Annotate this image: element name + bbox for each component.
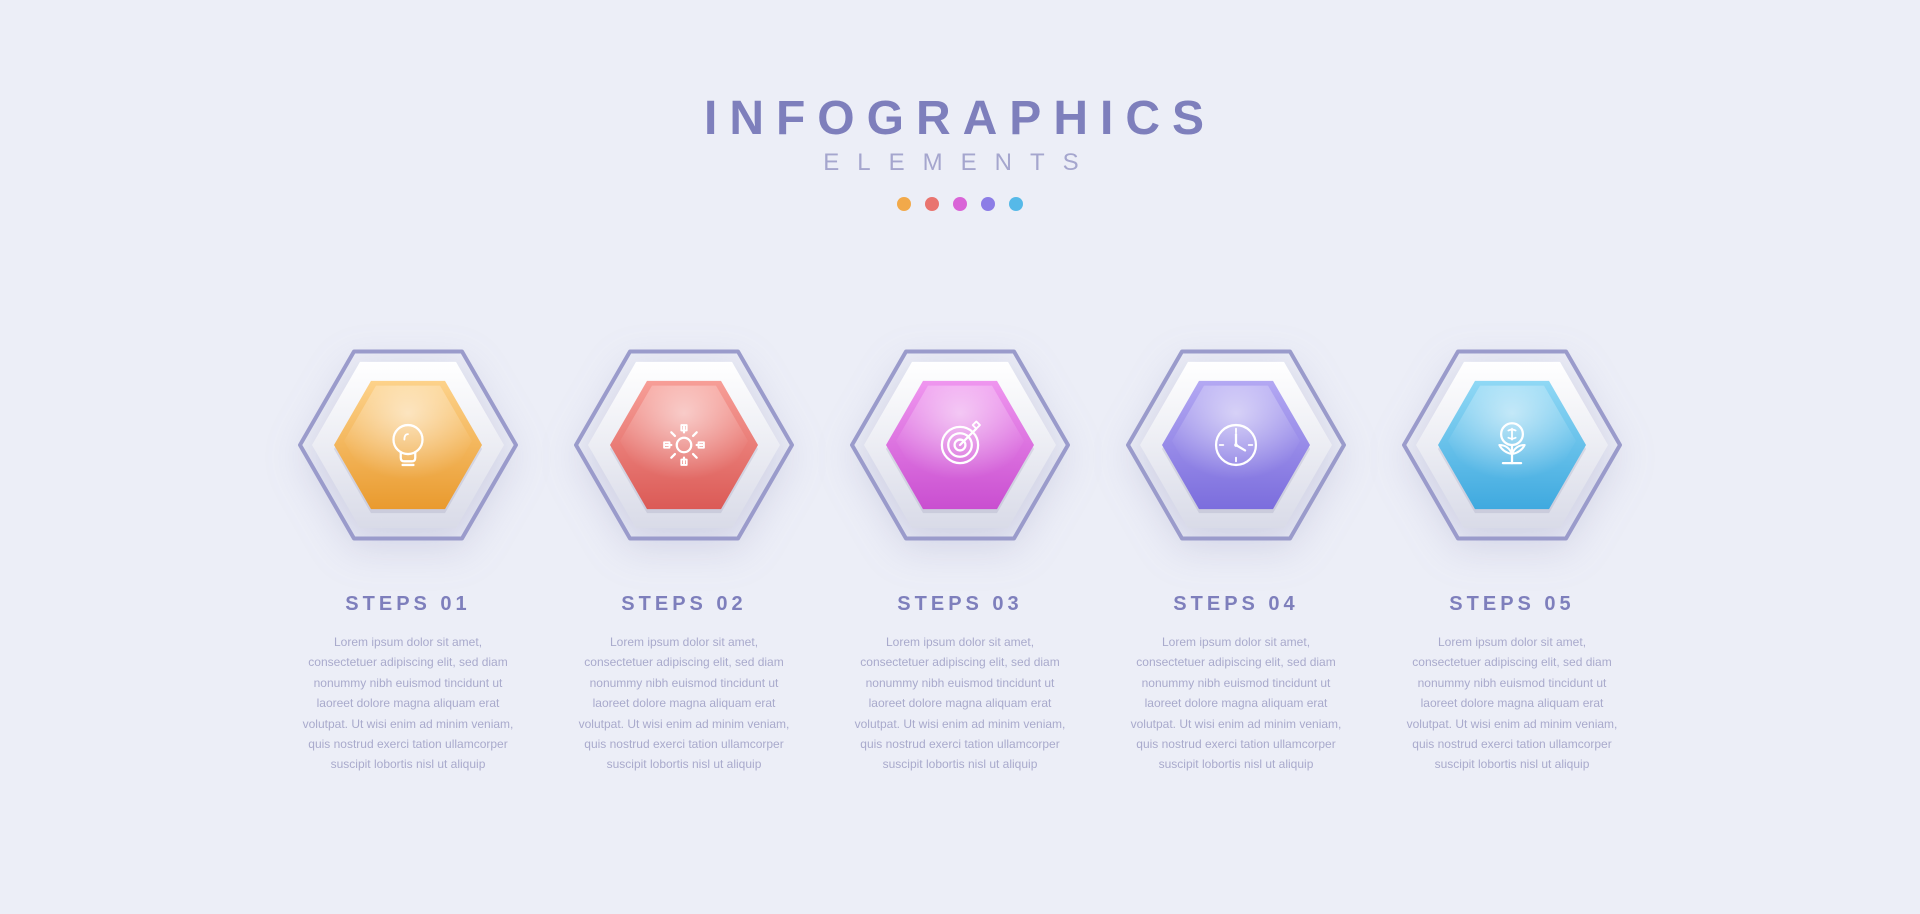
lightbulb-icon: [294, 331, 522, 559]
color-dot-1: [897, 197, 911, 211]
step-description-1: Lorem ipsum dolor sit amet, consectetuer…: [294, 632, 522, 775]
money-plant-icon: [1398, 331, 1626, 559]
clock-icon: [1122, 331, 1350, 559]
hexagon-4: [1122, 331, 1350, 559]
step-title-5: STEPS 05: [1449, 593, 1574, 616]
target-icon: [846, 331, 1074, 559]
step-1: STEPS 01 Lorem ipsum dolor sit amet, cons…: [294, 331, 522, 775]
step-description-4: Lorem ipsum dolor sit amet, consectetuer…: [1122, 632, 1350, 775]
color-dot-4: [981, 197, 995, 211]
step-description-2: Lorem ipsum dolor sit amet, consectetuer…: [570, 632, 798, 775]
page-title: INFOGRAPHICS: [704, 95, 1216, 143]
hexagon-5: [1398, 331, 1626, 559]
step-2: STEPS 02 Lorem ipsum dolor sit amet, cons…: [570, 331, 798, 775]
hexagon-3: [846, 331, 1074, 559]
step-title-3: STEPS 03: [897, 593, 1022, 616]
header: INFOGRAPHICS ELEMENTS: [704, 95, 1216, 211]
color-dot-3: [953, 197, 967, 211]
hexagon-1: [294, 331, 522, 559]
page-subtitle: ELEMENTS: [704, 149, 1216, 177]
gear-icon: [570, 331, 798, 559]
step-description-5: Lorem ipsum dolor sit amet, consectetuer…: [1398, 632, 1626, 775]
step-title-1: STEPS 01: [345, 593, 470, 616]
step-5: STEPS 05 Lorem ipsum dolor sit amet, cons…: [1398, 331, 1626, 775]
color-dot-2: [925, 197, 939, 211]
hexagon-2: [570, 331, 798, 559]
step-title-4: STEPS 04: [1173, 593, 1298, 616]
color-dot-5: [1009, 197, 1023, 211]
step-4: STEPS 04 Lorem ipsum dolor sit amet, cons…: [1122, 331, 1350, 775]
step-description-3: Lorem ipsum dolor sit amet, consectetuer…: [846, 632, 1074, 775]
step-title-2: STEPS 02: [621, 593, 746, 616]
steps-row: STEPS 01 Lorem ipsum dolor sit amet, cons…: [294, 331, 1626, 775]
color-dots: [704, 197, 1216, 211]
step-3: STEPS 03 Lorem ipsum dolor sit amet, cons…: [846, 331, 1074, 775]
